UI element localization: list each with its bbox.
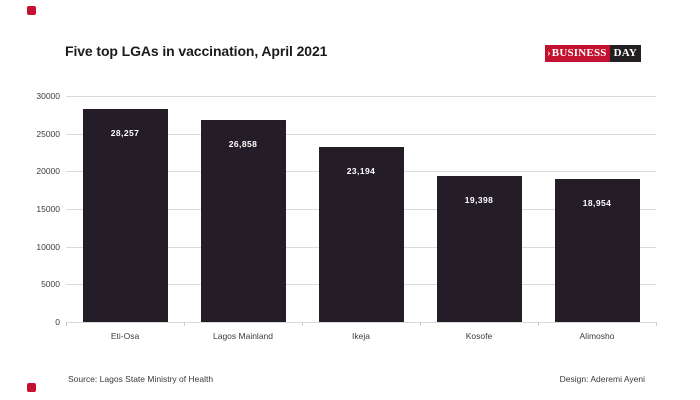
design-credit: Design: Aderemi Ayeni xyxy=(559,374,645,384)
businessday-logo: › BUSINESS DAY xyxy=(545,45,641,62)
corner-accent-top xyxy=(27,6,36,15)
corner-accent-bottom xyxy=(27,383,36,392)
x-axis-tick xyxy=(656,322,657,326)
bar-value-label: 19,398 xyxy=(464,194,494,205)
bar-value-label: 18,954 xyxy=(582,198,612,209)
x-axis-tick xyxy=(302,322,303,326)
gridline-30000 xyxy=(66,96,656,97)
page-title: Five top LGAs in vaccination, April 2021 xyxy=(65,43,328,59)
y-axis-tick-label: 5000 xyxy=(41,279,60,290)
logo-business-block: › BUSINESS xyxy=(545,45,610,62)
logo-day-block: DAY xyxy=(609,45,641,62)
x-axis-category-label: Lagos Mainland xyxy=(212,331,273,341)
chevron-right-icon: › xyxy=(547,48,551,59)
y-axis-tick-label: 30000 xyxy=(36,91,60,101)
y-axis-tick-label: 10000 xyxy=(36,241,60,252)
bar-eti-osa: 28,257 xyxy=(82,109,168,322)
y-axis-tick-label: 20000 xyxy=(36,166,60,177)
bar-chart: 0 5000 10000 15000 20000 25000 30000 28,257 Eti-… xyxy=(36,91,657,341)
bar-kosofe: 19,398 xyxy=(436,175,522,322)
source-note: Source: Lagos State Ministry of Health xyxy=(68,374,214,384)
y-axis-tick-label: 0 xyxy=(55,317,60,327)
x-axis-tick xyxy=(66,322,67,326)
gridline-25000 xyxy=(66,133,656,135)
x-axis-category-label: Eti-Osa xyxy=(110,331,140,341)
x-axis-tick xyxy=(184,322,185,326)
bar-value-label: 28,257 xyxy=(110,128,140,139)
y-axis-tick-label: 25000 xyxy=(36,128,60,139)
x-axis-tick xyxy=(538,322,539,326)
bar-ikeja: 23,194 xyxy=(318,147,404,322)
x-axis-category-label: Ikeja xyxy=(352,331,370,341)
x-axis-category-label: Alimosho xyxy=(579,331,615,341)
gridline-0 xyxy=(66,322,656,323)
x-axis-tick xyxy=(420,322,421,326)
bar-alimosho: 18,954 xyxy=(554,179,640,322)
x-axis-category-label: Kosofe xyxy=(465,331,493,341)
logo-business-text: BUSINESS xyxy=(551,47,607,59)
bar-value-label: 23,194 xyxy=(346,166,376,177)
bar-value-label: 26,858 xyxy=(228,138,258,149)
y-axis-tick-label: 15000 xyxy=(36,204,60,214)
bar-lagos-mainland: 26,858 xyxy=(200,119,286,322)
